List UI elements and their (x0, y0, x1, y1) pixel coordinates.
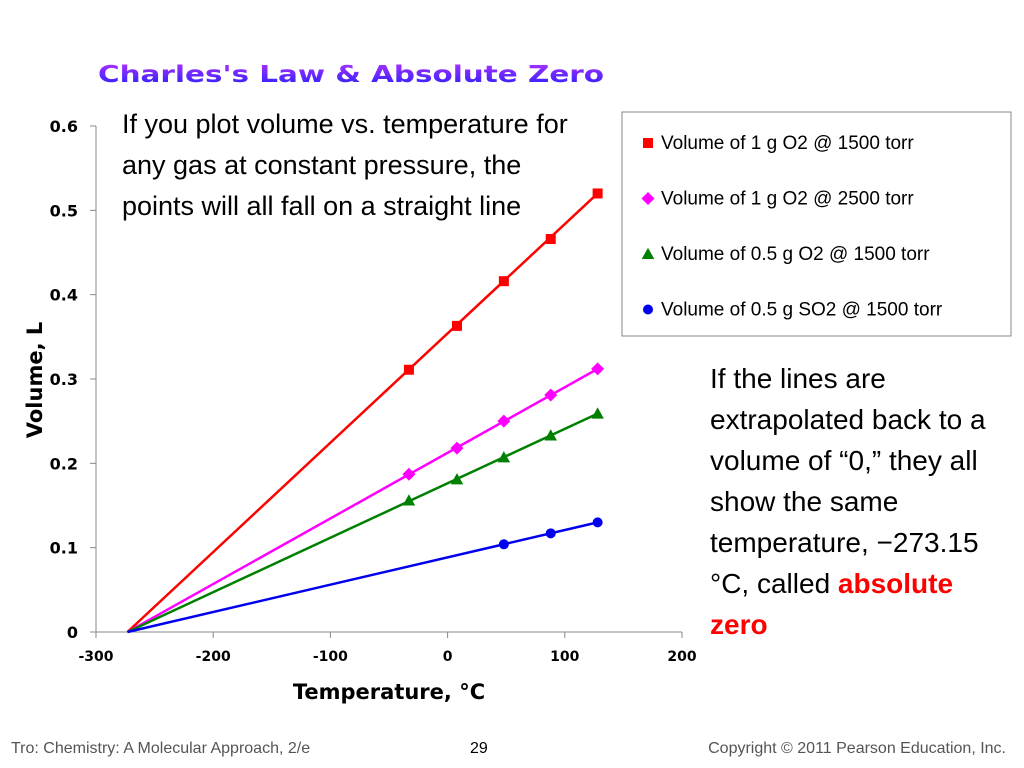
callout-body: If the lines are extrapolated back to a … (710, 363, 986, 599)
data-point (592, 188, 603, 199)
data-point (402, 467, 416, 481)
y-tick-label: 0.6 (50, 117, 78, 136)
legend-marker (643, 304, 653, 315)
data-point (451, 320, 462, 331)
footer-book-title: Tro: Chemistry: A Molecular Approach, 2/… (11, 740, 311, 757)
data-point (450, 441, 464, 455)
legend-marker (643, 138, 653, 148)
trend-line (127, 521, 598, 634)
legend-label: Volume of 1 g O2 @ 1500 torr (661, 133, 914, 154)
data-point (544, 429, 557, 441)
axes: 0 0.1 0.2 0.3 0.4 0.5 0.6 -300 -200 -100 0 100 200 (50, 117, 697, 665)
data-point (450, 473, 464, 485)
trend-line (126, 412, 599, 634)
x-tick-label: 200 (667, 649, 696, 665)
callout-text-straight-line: If you plot volume vs. temperature for a… (122, 109, 568, 221)
x-tick-label: -200 (196, 649, 231, 665)
absolute-zero-emphasis: absolute zero (710, 568, 954, 640)
trend-line (126, 367, 599, 634)
x-tick-label: 100 (550, 649, 579, 665)
data-point (591, 362, 605, 376)
x-tick-label: 0 (443, 649, 453, 665)
y-tick-label: 0 (67, 623, 78, 642)
data-point (403, 364, 414, 375)
footer-copyright: Copyright © 2011 Pearson Education, Inc. (708, 740, 1006, 757)
y-tick-label: 0.2 (50, 454, 78, 473)
legend-marker (641, 192, 655, 205)
data-points (402, 188, 605, 550)
data-point (402, 494, 416, 506)
legend-label: Volume of 0.5 g O2 @ 1500 torr (661, 244, 930, 265)
x-tick-label: -100 (313, 649, 348, 665)
y-tick-label: 0.3 (50, 370, 78, 389)
data-point (497, 414, 511, 428)
data-point (591, 407, 604, 419)
data-point (498, 276, 509, 287)
trend-lines (126, 192, 599, 634)
legend-marker (641, 247, 655, 259)
x-axis-label: Temperature, °C (293, 680, 485, 704)
x-tick-label: -300 (78, 649, 113, 665)
legend-label: Volume of 0.5 g SO2 @ 1500 torr (661, 300, 943, 321)
trend-line (126, 192, 599, 633)
y-tick-label: 0.5 (50, 201, 78, 220)
data-point (498, 539, 509, 550)
data-point (545, 528, 556, 539)
y-axis-label: Volume, L (23, 322, 47, 438)
legend-label: Volume of 1 g O2 @ 2500 torr (661, 189, 914, 210)
legend: Volume of 1 g O2 @ 1500 torr Volume of 1 … (621, 111, 1012, 337)
y-tick-label: 0.4 (50, 286, 78, 305)
legend-box (621, 111, 1012, 337)
y-tick-label: 0.1 (50, 539, 78, 558)
data-point (544, 388, 558, 402)
data-point (592, 517, 603, 528)
callout-text-absolute-zero: If the lines are extrapolated back to a … (710, 358, 1010, 645)
data-point (545, 234, 556, 245)
data-point (497, 451, 511, 463)
chart-title: Charles's Law & Absolute Zero (98, 62, 604, 88)
page-number: 29 (470, 740, 488, 757)
